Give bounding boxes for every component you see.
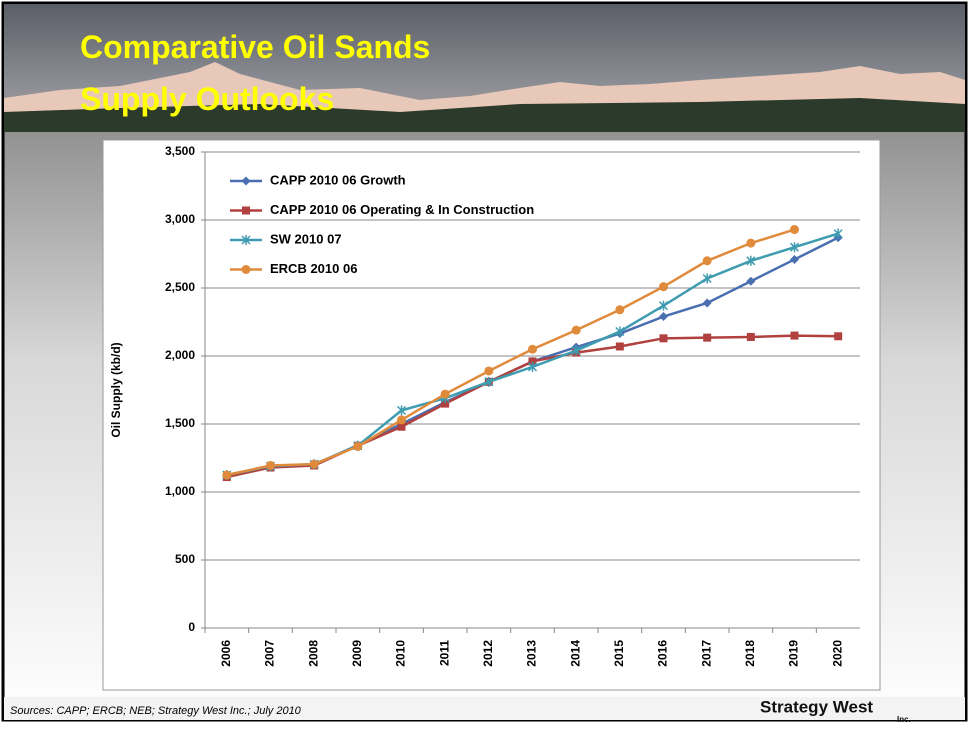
marker: [615, 305, 625, 315]
marker: [615, 326, 625, 337]
marker: [571, 325, 581, 335]
x-tick-label: 2014: [568, 640, 582, 667]
footer: [4, 697, 965, 720]
x-tick-label: 2011: [437, 640, 451, 666]
marker: [789, 242, 800, 253]
marker: [834, 332, 843, 341]
marker: [746, 276, 756, 286]
marker: [241, 235, 251, 245]
marker: [702, 298, 712, 308]
marker: [790, 331, 799, 340]
x-tick-label: 2007: [263, 640, 277, 667]
x-tick-label: 2006: [219, 640, 233, 667]
marker: [484, 376, 494, 387]
marker: [659, 334, 668, 343]
series-line: [226, 228, 795, 477]
marker: [527, 361, 538, 372]
marker: [659, 282, 668, 292]
marker: [397, 415, 406, 425]
marker: [703, 333, 712, 342]
marker: [746, 332, 755, 341]
x-tick-label: 2009: [350, 640, 364, 667]
hills: [4, 98, 965, 132]
marker: [396, 405, 407, 416]
slide-title: Comparative Oil Sands Supply Outlooks: [80, 29, 430, 117]
legend-label: CAPP 2010 06 Operating & In Construction: [270, 202, 534, 217]
x-tick-label: 2010: [394, 640, 408, 667]
marker: [241, 176, 251, 186]
legend-label: SW 2010 07: [270, 231, 342, 246]
marker: [746, 255, 756, 266]
marker: [528, 344, 537, 354]
marker: [528, 357, 537, 366]
legend-label: CAPP 2010 06 Growth: [270, 172, 406, 187]
chart-area: [102, 139, 881, 691]
marker: [440, 389, 450, 399]
marker: [702, 273, 712, 284]
marker: [397, 422, 406, 431]
marker: [746, 238, 756, 248]
y-tick-label: 0: [188, 620, 195, 634]
x-tick-label: 2012: [481, 640, 495, 667]
x-tick-label: 2015: [612, 640, 626, 667]
marker: [658, 300, 669, 311]
marker: [790, 254, 799, 264]
y-tick-label: 2,000: [165, 348, 195, 362]
marker: [484, 366, 494, 376]
y-tick-label: 500: [175, 552, 195, 566]
marker: [353, 441, 363, 451]
x-tick-label: 2019: [787, 640, 801, 667]
logo-suffix: Inc.: [897, 715, 911, 724]
marker: [659, 312, 668, 322]
x-tick-label: 2017: [699, 640, 713, 667]
marker: [309, 459, 319, 469]
logo-name: Strategy West: [760, 697, 873, 716]
source-note: Sources: CAPP; ERCB; NEB; Strategy West …: [10, 705, 302, 717]
y-axis-label: Oil Supply (kb/d): [109, 342, 123, 437]
marker: [241, 265, 251, 274]
marker: [242, 206, 250, 215]
marker: [441, 399, 450, 408]
x-tick-label: 2020: [830, 640, 844, 667]
marker: [833, 228, 843, 239]
x-tick-label: 2008: [306, 640, 320, 667]
y-tick-label: 3,500: [165, 144, 195, 158]
marker: [702, 256, 712, 266]
marker: [266, 460, 275, 470]
y-tick-label: 1,000: [165, 484, 195, 498]
marker: [615, 342, 624, 351]
x-tick-label: 2016: [656, 640, 670, 667]
x-tick-label: 2013: [525, 640, 539, 667]
y-tick-label: 1,500: [165, 416, 195, 430]
marker: [571, 345, 581, 356]
y-tick-label: 2,500: [165, 280, 195, 294]
legend-label: ERCB 2010 06: [270, 261, 357, 276]
marker: [222, 470, 232, 480]
marker: [790, 225, 799, 235]
y-tick-label: 3,000: [165, 212, 195, 226]
x-tick-label: 2018: [743, 640, 757, 667]
